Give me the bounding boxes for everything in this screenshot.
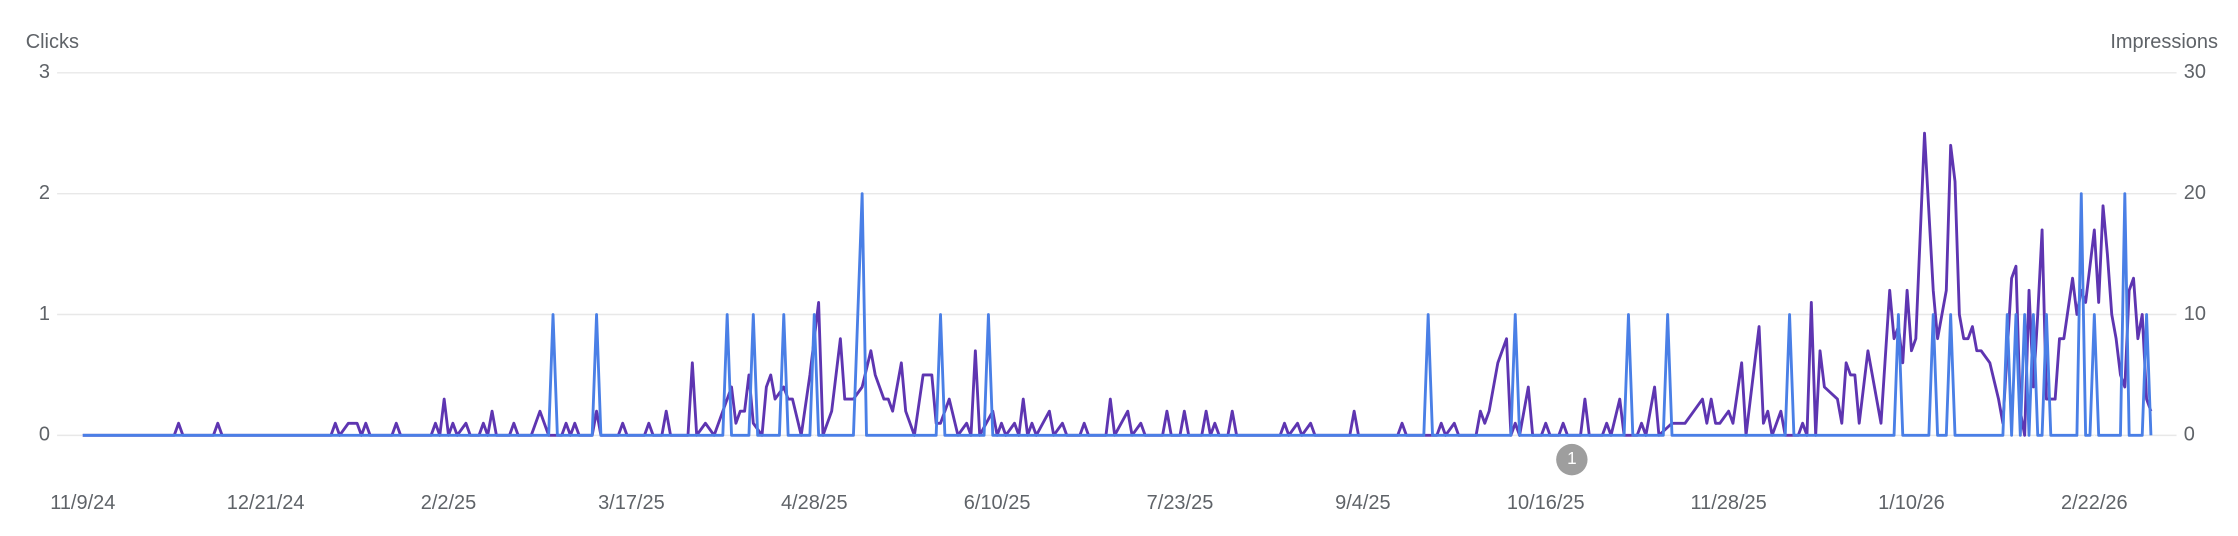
x-tick-label: 6/10/25 [964, 492, 1031, 514]
y2-axis-title: Impressions [2110, 31, 2218, 53]
x-tick-label: 9/4/25 [1335, 492, 1391, 514]
x-tick-label: 11/28/25 [1690, 492, 1766, 514]
annotation-label: 1 [1567, 449, 1577, 468]
y-tick-label: 1 [39, 303, 50, 325]
y-tick-label: 0 [39, 424, 50, 446]
x-tick-label: 4/28/25 [781, 492, 848, 514]
annotation-marker [1556, 443, 1588, 476]
x-tick-label: 7/23/25 [1147, 492, 1214, 514]
series-line [82, 131, 2153, 437]
x-tick-label: 10/16/25 [1507, 492, 1585, 514]
y-tick-label: 3 [39, 61, 50, 83]
y2-tick-label: 0 [2184, 424, 2195, 446]
y2-tick-label: 20 [2184, 182, 2206, 204]
x-tick-label: 1/10/26 [1878, 492, 1945, 514]
x-tick-label: 3/17/25 [598, 492, 665, 514]
series-line [82, 192, 2153, 437]
x-tick-label: 11/9/24 [50, 492, 115, 514]
y-axis-title: Clicks [26, 31, 79, 53]
x-tick-label: 12/21/24 [227, 492, 305, 514]
y2-tick-label: 30 [2184, 61, 2206, 83]
x-tick-label: 2/2/25 [421, 492, 477, 514]
x-tick-label: 2/22/26 [2061, 492, 2128, 514]
y-tick-label: 2 [39, 182, 50, 204]
y2-tick-label: 10 [2184, 303, 2206, 325]
